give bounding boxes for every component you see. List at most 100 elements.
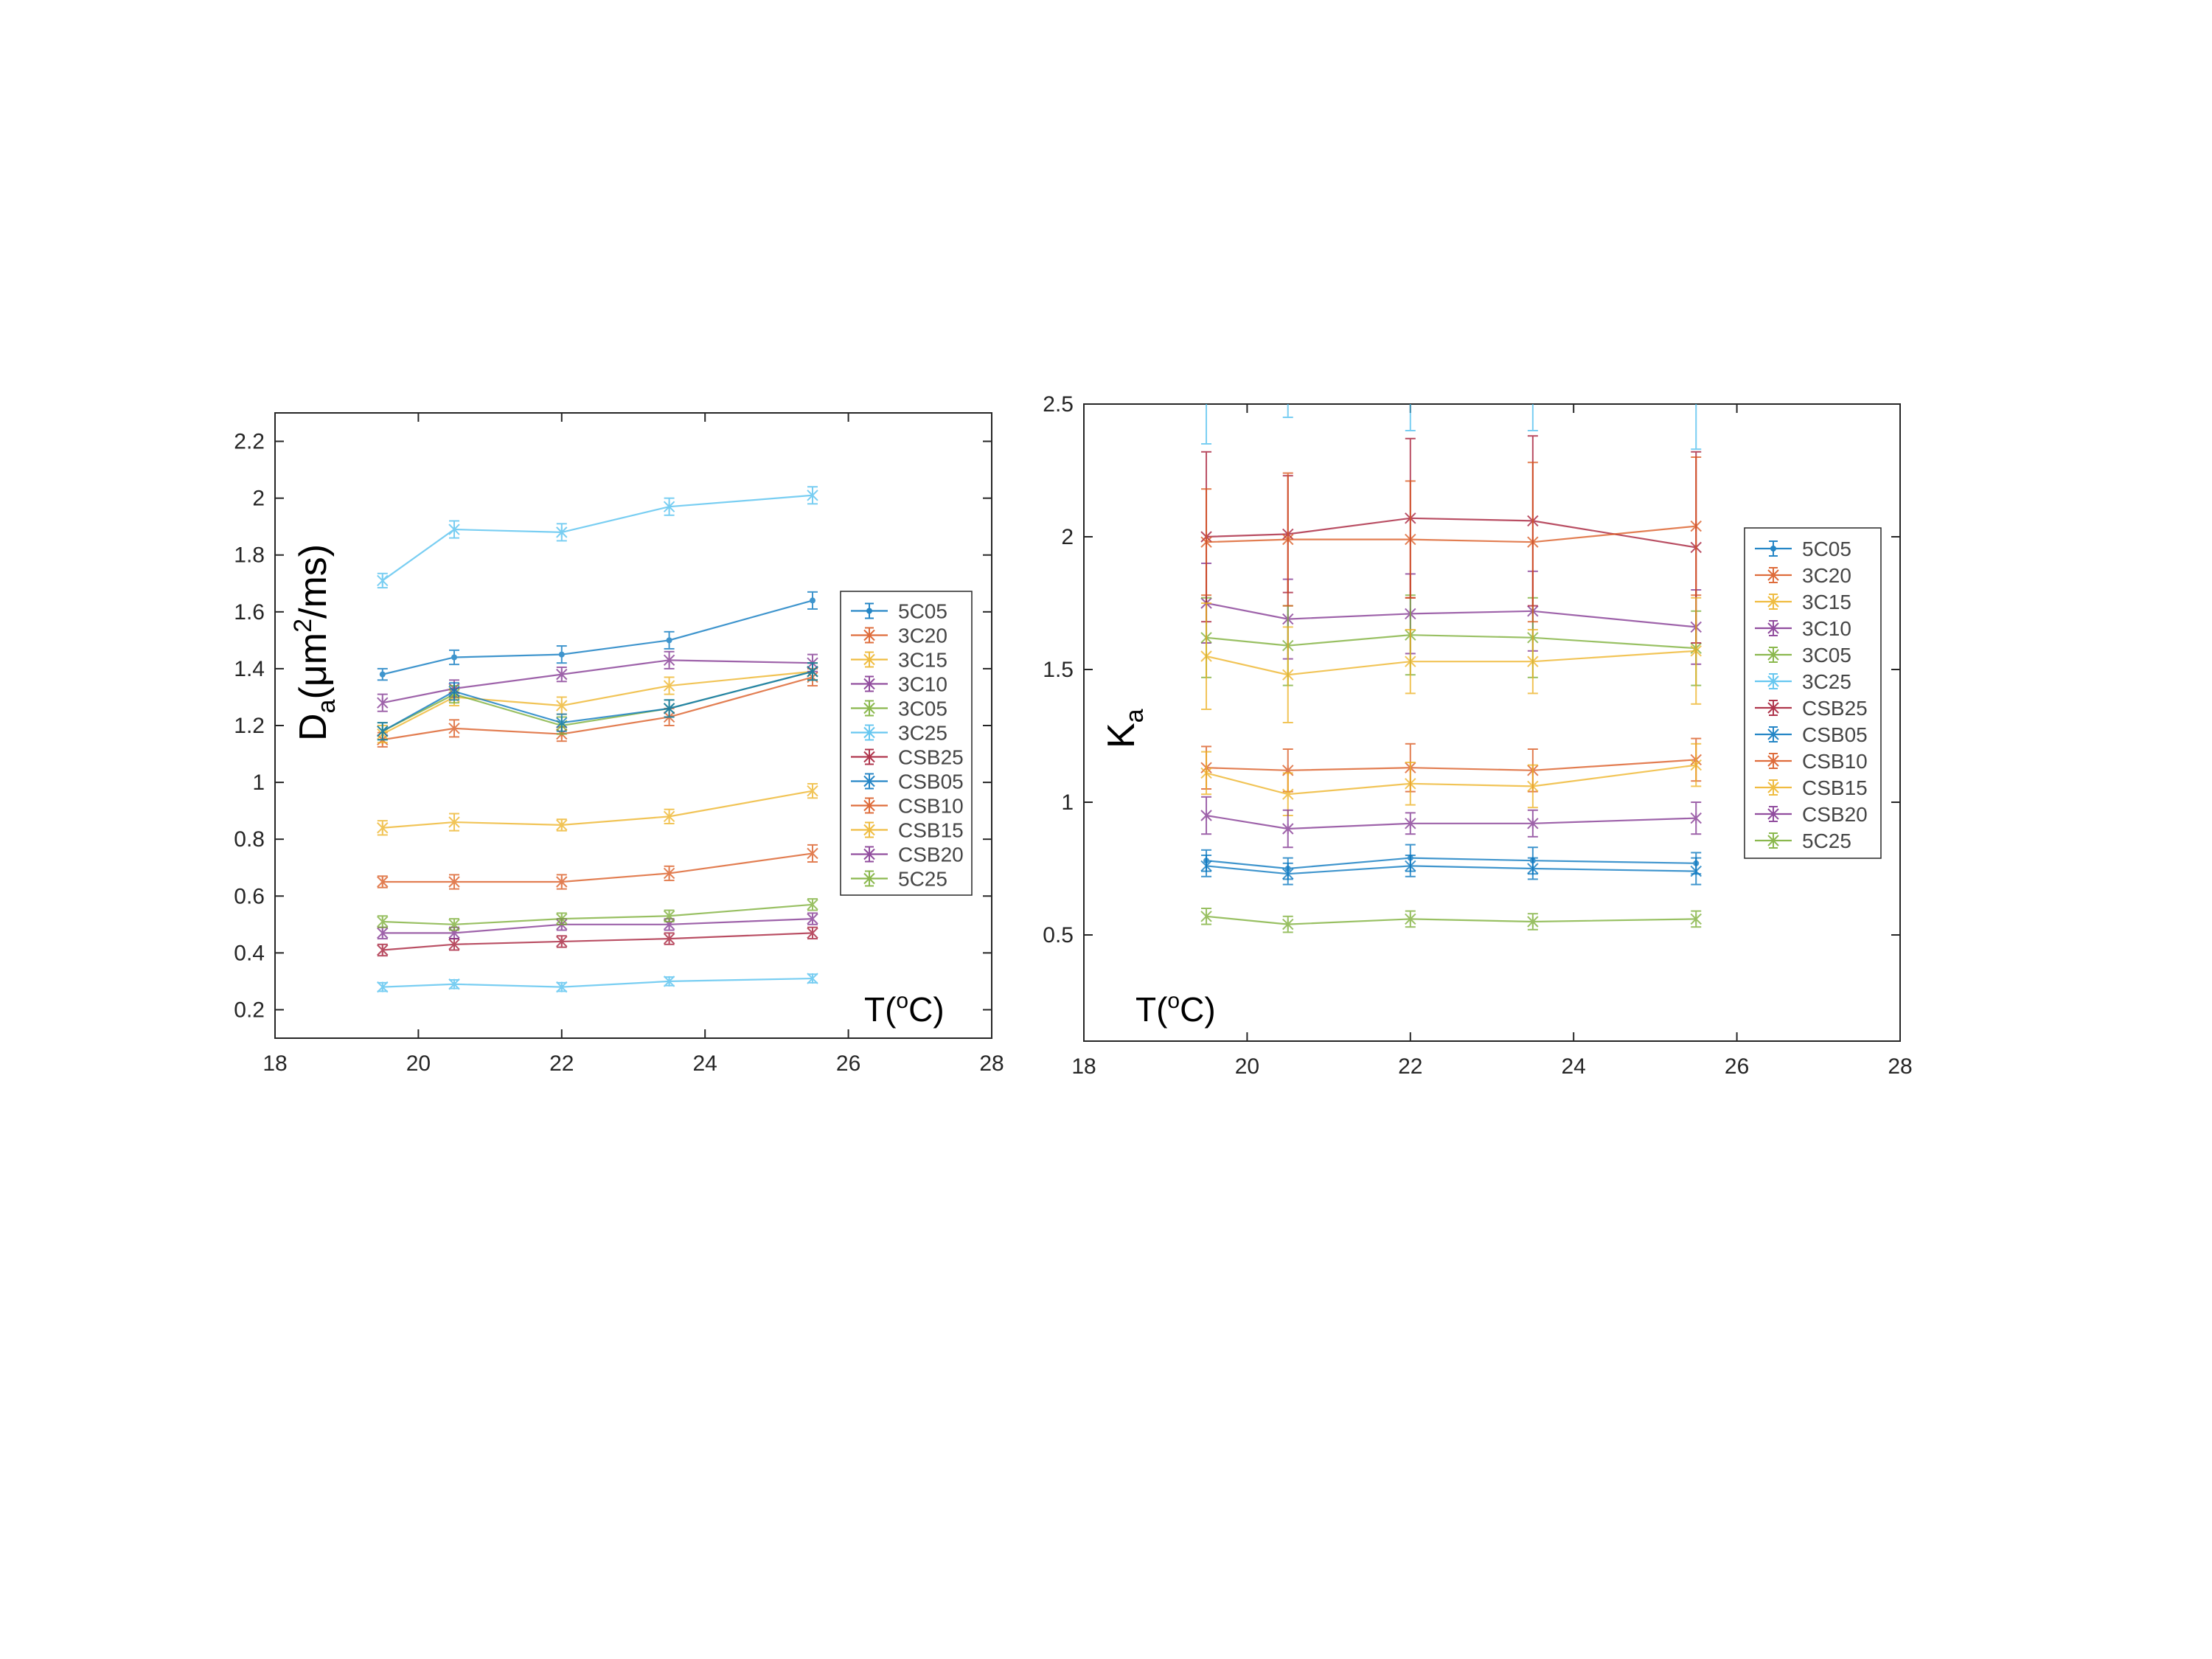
legend-item: 3C25: [851, 722, 947, 745]
data-point: [1690, 812, 1702, 824]
data-point: [1200, 650, 1212, 662]
data-point: [1405, 818, 1416, 830]
y-tick-label: 0.8: [234, 827, 265, 852]
legend-label: 3C25: [1802, 670, 1851, 693]
legend-label: 5C05: [1802, 538, 1851, 560]
legend-marker: [866, 608, 872, 614]
series-csb10: [377, 844, 818, 890]
error-bar: [1201, 404, 1212, 445]
data-point: [807, 899, 818, 911]
x-tick-label: 18: [1071, 1054, 1096, 1079]
legend-label: 3C20: [898, 625, 947, 647]
legend-item: 3C20: [851, 625, 947, 647]
legend-marker: [1767, 755, 1779, 767]
legend-marker: [1767, 569, 1779, 581]
x-tick-label: 24: [1562, 1054, 1586, 1079]
chart-diffusivity: 18 20 22 24 26 28 0.2 0.4 0.6 0.8 1 1.2 1.4 1.6 1.8 2 2.…: [234, 412, 1004, 1076]
y-tick-label: 0.2: [234, 998, 265, 1022]
x-tick-label: 22: [1398, 1054, 1422, 1079]
legend-marker: [1767, 622, 1779, 634]
series-csb05: [377, 662, 818, 741]
legend: 5C053C203C153C103C053C25CSB25CSB05CSB10C…: [1744, 527, 1882, 859]
x-tick-label: 28: [1888, 1054, 1912, 1079]
data-point: [1690, 913, 1702, 925]
legend-label: CSB15: [898, 819, 964, 842]
data-point: [448, 919, 460, 931]
legend-item: CSB20: [1755, 803, 1868, 826]
data-point: [1282, 669, 1294, 681]
legend-item: CSB15: [1755, 776, 1868, 799]
data-point: [663, 810, 675, 823]
data-point: [663, 501, 675, 512]
data-point: [663, 975, 675, 987]
legend-item: 3C20: [1755, 564, 1851, 587]
legend-marker: [1767, 728, 1779, 740]
data-point: [556, 717, 568, 728]
legend-item: CSB25: [851, 746, 964, 769]
legend-marker: [863, 629, 875, 641]
legend-label: 5C25: [1802, 830, 1851, 852]
x-axis-title: T(oC): [1135, 989, 1216, 1029]
data-point: [1282, 868, 1294, 880]
data-point: [1405, 913, 1416, 925]
error-bar: [1405, 404, 1416, 431]
data-point: [1527, 780, 1539, 793]
data-point: [1200, 860, 1212, 872]
legend-item: CSB25: [1755, 697, 1868, 720]
y-axis-title: Ka: [1100, 709, 1149, 748]
data-point: [807, 490, 818, 501]
legend-marker: [1767, 649, 1779, 661]
legend-label: CSB10: [1802, 750, 1868, 773]
data-point: [556, 913, 568, 925]
error-bar: [1691, 404, 1702, 451]
data-point: [1405, 778, 1416, 790]
legend-marker: [1767, 782, 1779, 793]
y-tick-label: 1.4: [234, 657, 265, 681]
data-point: [448, 816, 460, 828]
legend-item: CSB20: [851, 844, 964, 866]
legend-marker: [863, 848, 875, 860]
x-tick-label: 20: [1235, 1054, 1259, 1079]
data-point: [556, 936, 568, 947]
data-point: [663, 680, 675, 692]
legend-label: 3C15: [1802, 591, 1851, 613]
legend-label: CSB25: [1802, 697, 1868, 720]
data-point: [448, 939, 460, 950]
legend-label: 5C05: [898, 600, 947, 623]
data-point: [1405, 655, 1416, 667]
data-point: [556, 981, 568, 993]
y-axis-title: Da(μm2/ms): [289, 544, 341, 741]
series-csb15: [377, 783, 818, 836]
series-5c25: [1200, 908, 1702, 933]
data-point: [1200, 911, 1212, 922]
legend-item: CSB05: [1755, 723, 1868, 746]
data-point: [556, 700, 568, 712]
data-point: [1527, 655, 1539, 667]
legend-label: CSB20: [898, 844, 964, 866]
legend-label: 3C20: [1802, 564, 1851, 587]
y-tick-label: 1.2: [234, 714, 265, 738]
data-point: [377, 697, 389, 709]
series-csb20: [1200, 796, 1702, 849]
series-unlabeled: [377, 486, 818, 589]
legend-item: 3C10: [851, 673, 947, 696]
data-point: [807, 927, 818, 939]
legend-marker: [863, 775, 875, 787]
data-point: [666, 637, 672, 644]
legend-marker: [863, 726, 875, 739]
legend: 5C053C203C153C103C053C25CSB25CSB05CSB10C…: [840, 591, 973, 896]
data-point: [556, 526, 568, 538]
legend-item: 3C05: [1755, 644, 1851, 667]
legend-box: [840, 591, 973, 896]
legend-label: CSB25: [898, 746, 964, 769]
legend-item: 3C15: [851, 649, 947, 672]
data-point: [377, 916, 389, 928]
data-point: [448, 686, 460, 698]
legend-item: 5C05: [1755, 538, 1851, 560]
legend-label: 3C05: [1802, 644, 1851, 667]
data-point: [663, 703, 675, 714]
data-point: [663, 910, 675, 922]
series-csb05: [1200, 855, 1702, 886]
data-point: [1282, 788, 1294, 800]
legend-item: CSB15: [851, 819, 964, 842]
